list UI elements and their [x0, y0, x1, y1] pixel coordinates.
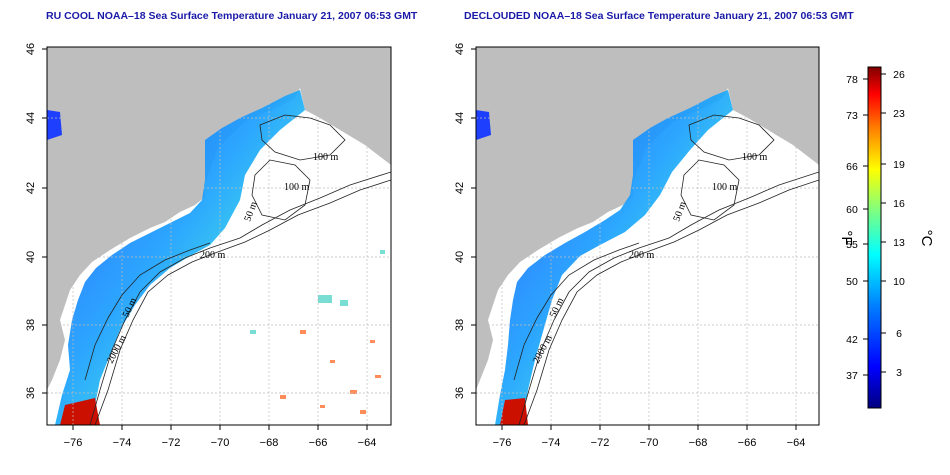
colorbar-unit-c: °C	[918, 230, 935, 247]
y-tick-label: 42	[454, 182, 466, 194]
colorbar-c-tick: 3	[896, 367, 902, 379]
colorbar-f-tick: 78	[846, 74, 858, 86]
x-tick-label: −68	[689, 437, 708, 449]
right-map-title: DECLOUDED NOAA–18 Sea Surface Temperatur…	[464, 10, 854, 22]
colorbar-c-tick: 13	[893, 237, 905, 249]
x-tick-label: −70	[640, 437, 659, 449]
colorbar-c-tick: 23	[893, 108, 905, 120]
right-contour-label: 100 m	[712, 182, 738, 193]
left-x-axis	[72, 425, 368, 430]
x-tick-label: −64	[358, 437, 377, 449]
colorbar: 78 73 66 60 55 50 42 37 26 23 19 16 13 1…	[838, 66, 935, 409]
y-tick-label: 38	[25, 319, 37, 331]
left-sst-shelf	[55, 90, 305, 425]
right-contour-label: 100 m	[742, 152, 768, 163]
colorbar-f-tick: 42	[846, 334, 858, 346]
left-map-title: RU COOL NOAA–18 Sea Surface Temperature …	[46, 10, 418, 22]
colorbar-f-tick: 66	[846, 161, 858, 173]
colorbar-f-tick: 50	[846, 276, 858, 288]
right-map: 100 m 100 m 50 m 200 m 50 m 2000 m	[475, 46, 820, 426]
colorbar-f-tick: 73	[846, 110, 858, 122]
y-tick-label: 36	[25, 387, 37, 399]
right-sst-shelf	[495, 90, 733, 425]
y-tick-label: 44	[454, 112, 466, 124]
colorbar-f-tick: 37	[846, 370, 858, 382]
left-land	[47, 47, 391, 390]
x-tick-label: −72	[162, 437, 181, 449]
right-x-axis	[501, 425, 797, 430]
x-tick-label: −68	[260, 437, 279, 449]
left-y-axis	[42, 48, 47, 394]
y-tick-label: 38	[454, 319, 466, 331]
left-contour-label: 200 m	[200, 250, 226, 261]
x-tick-label: −74	[113, 437, 132, 449]
x-tick-label: −76	[64, 437, 83, 449]
right-y-axis	[471, 48, 476, 394]
colorbar-c-tick: 16	[893, 198, 905, 210]
x-tick-label: −66	[309, 437, 328, 449]
y-tick-label: 40	[25, 251, 37, 263]
colorbar-c-tick: 19	[893, 159, 905, 171]
x-tick-label: −66	[738, 437, 757, 449]
right-land	[476, 47, 819, 390]
y-tick-label: 44	[25, 112, 37, 124]
colorbar-c-tick: 10	[893, 276, 905, 288]
right-contour-label: 200 m	[629, 250, 655, 261]
x-tick-label: −64	[787, 437, 806, 449]
colorbar-f-tick: 60	[846, 204, 858, 216]
colorbar-c-tick: 26	[893, 69, 905, 81]
y-tick-label: 40	[454, 251, 466, 263]
y-tick-label: 36	[454, 387, 466, 399]
x-tick-label: −72	[591, 437, 610, 449]
left-map: 100 m 100 m 50 m 200 m 50 m 2000 m	[46, 46, 392, 426]
x-tick-label: −70	[211, 437, 230, 449]
left-contour-label: 100 m	[284, 182, 310, 193]
left-contour-label: 100 m	[313, 152, 339, 163]
x-tick-label: −76	[493, 437, 512, 449]
colorbar-gradient	[867, 66, 882, 409]
colorbar-c-tick: 6	[896, 328, 902, 340]
colorbar-f-tick: 55	[846, 239, 858, 251]
y-tick-label: 46	[454, 43, 466, 55]
x-tick-label: −74	[542, 437, 561, 449]
y-tick-label: 46	[25, 43, 37, 55]
colorbar-unit-f: °F	[838, 230, 855, 245]
y-tick-label: 42	[25, 182, 37, 194]
